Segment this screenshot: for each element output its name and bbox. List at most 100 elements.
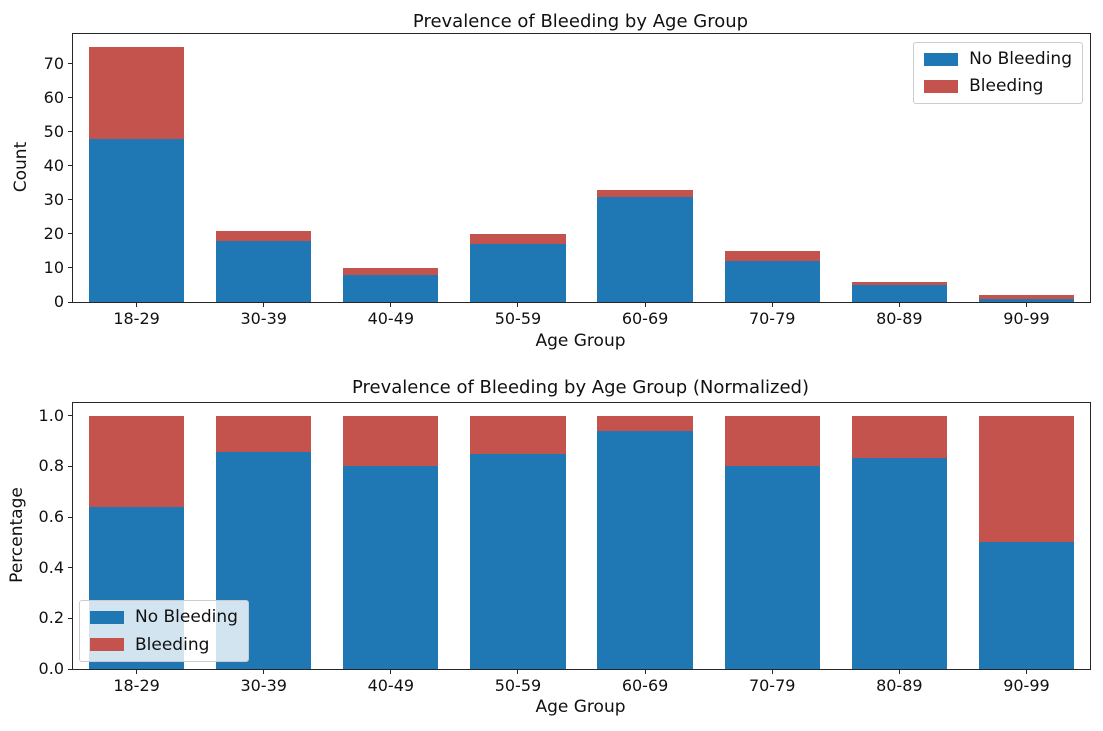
x-tick-mark: [644, 670, 646, 674]
y-tick-label: 0: [53, 292, 64, 311]
y-tick-label: 50: [43, 121, 64, 141]
count-chart-title: Prevalence of Bleeding by Age Group: [412, 11, 749, 32]
x-tick-mark: [517, 303, 519, 307]
normalized-chart-xlabel: Age Group: [535, 697, 626, 717]
y-tick-mark: [68, 131, 72, 133]
bar-segment-bleeding: [597, 189, 693, 197]
normalized-chart-title: Prevalence of Bleeding by Age Group (Nor…: [351, 377, 809, 398]
bleeding-swatch: [90, 638, 124, 652]
y-tick-label: 0.2: [38, 608, 64, 628]
y-tick-mark: [68, 465, 72, 467]
x-tick-label: 40-49: [367, 309, 415, 328]
legend-entry-no-bleeding: No Bleeding: [90, 607, 238, 627]
bar-segment-no-bleeding: [724, 261, 820, 302]
bar-segment-bleeding: [851, 281, 947, 285]
legend-entry-bleeding: Bleeding: [90, 635, 238, 655]
y-tick-label: 10: [43, 257, 64, 277]
no-bleeding-swatch: [90, 610, 124, 624]
count-chart-plot-area: 0 10 20 30 40 50 60 70 18-29 30-39 40-49 50-59 60-69…: [44, 33, 1091, 327]
x-tick-mark: [263, 303, 265, 307]
legend-entry-bleeding: Bleeding: [924, 76, 1072, 96]
y-tick-label: 20: [43, 223, 64, 243]
x-tick-label: 60-69: [621, 676, 669, 695]
x-tick-mark: [771, 670, 773, 674]
bar-segment-no-bleeding: [978, 542, 1075, 669]
bleeding-swatch: [924, 80, 959, 94]
bar-segment-no-bleeding: [343, 274, 439, 302]
bar-segment-bleeding: [343, 267, 439, 275]
x-tick-mark: [1025, 670, 1027, 674]
x-tick-mark: [136, 303, 138, 307]
count-chart-xlabel: Age Group: [535, 331, 626, 351]
bar-segment-no-bleeding: [343, 466, 439, 669]
y-tick-mark: [68, 301, 72, 303]
bar-segment-no-bleeding: [470, 244, 566, 302]
bar-segment-bleeding: [88, 46, 185, 139]
y-tick-mark: [68, 199, 72, 201]
y-tick-mark: [68, 516, 72, 518]
normalized-chart-plot-area: 0.0 0.2 0.4 0.6 0.8 1.0 18-29 30-39 40-49 50-59 60…: [39, 402, 1091, 694]
x-tick-label: 80-89: [876, 676, 923, 695]
x-tick-label: 30-39: [240, 676, 287, 695]
y-tick-label: 1.0: [38, 405, 64, 425]
y-tick-mark: [68, 63, 72, 65]
x-tick-label: 50-59: [494, 309, 542, 328]
bar-segment-no-bleeding: [851, 457, 947, 669]
x-tick-label: 70-79: [748, 676, 796, 695]
bar-segment-bleeding: [724, 415, 820, 467]
bar-segment-no-bleeding: [597, 431, 693, 669]
normalized-chart-ylabel: Percentage: [7, 487, 27, 583]
legend-label: No Bleeding: [969, 49, 1072, 69]
x-tick-mark: [898, 303, 900, 307]
bar-segment-bleeding: [470, 233, 566, 245]
y-tick-label: 60: [43, 87, 64, 107]
x-tick-label: 40-49: [367, 676, 415, 695]
y-tick-label: 70: [43, 53, 64, 73]
x-tick-label: 90-99: [1003, 676, 1050, 695]
bar-segment-bleeding: [978, 415, 1075, 543]
legend-label: No Bleeding: [135, 607, 238, 628]
x-tick-mark: [136, 670, 138, 674]
count-chart-legend: No Bleeding Bleeding: [913, 42, 1083, 104]
bar-segment-bleeding: [597, 415, 693, 432]
x-tick-label: 50-59: [494, 676, 542, 695]
x-tick-mark: [898, 670, 900, 674]
x-tick-label: 70-79: [748, 309, 796, 328]
x-tick-label: 18-29: [113, 309, 160, 328]
bar-segment-no-bleeding: [597, 196, 693, 302]
bar-segment-no-bleeding: [978, 298, 1075, 302]
bar-segment-no-bleeding: [724, 466, 820, 669]
y-tick-label: 0.0: [38, 659, 64, 678]
bar-segment-bleeding: [343, 415, 439, 467]
x-tick-mark: [517, 670, 519, 674]
bar-segment-bleeding: [470, 415, 566, 454]
y-tick-mark: [68, 97, 72, 99]
y-tick-mark: [68, 267, 72, 269]
x-tick-mark: [644, 303, 646, 307]
x-tick-mark: [390, 670, 392, 674]
x-tick-mark: [263, 670, 265, 674]
y-tick-label: 0.6: [38, 507, 64, 526]
bar-segment-bleeding: [216, 415, 312, 452]
y-tick-mark: [68, 567, 72, 569]
y-tick-mark: [68, 233, 72, 235]
x-tick-label: 60-69: [621, 309, 669, 328]
y-tick-label: 0.4: [38, 557, 64, 577]
bar-segment-no-bleeding: [216, 240, 312, 302]
y-tick-label: 0.8: [38, 456, 64, 476]
bar-segment-bleeding: [88, 415, 185, 507]
y-tick-mark: [68, 415, 72, 417]
x-tick-label: 30-39: [240, 309, 287, 328]
normalized-chart-legend: No Bleeding Bleeding: [79, 600, 249, 662]
bar-segment-bleeding: [851, 415, 947, 458]
bar-segment-no-bleeding: [470, 453, 566, 669]
x-tick-label: 80-89: [876, 309, 923, 328]
count-chart-ylabel: Count: [11, 141, 31, 193]
y-tick-mark: [68, 165, 72, 167]
bar-segment-bleeding: [978, 295, 1075, 299]
x-tick-label: 90-99: [1003, 309, 1050, 328]
legend-label: Bleeding: [135, 634, 210, 655]
y-tick-mark: [68, 617, 72, 619]
bar-segment-bleeding: [216, 230, 312, 241]
